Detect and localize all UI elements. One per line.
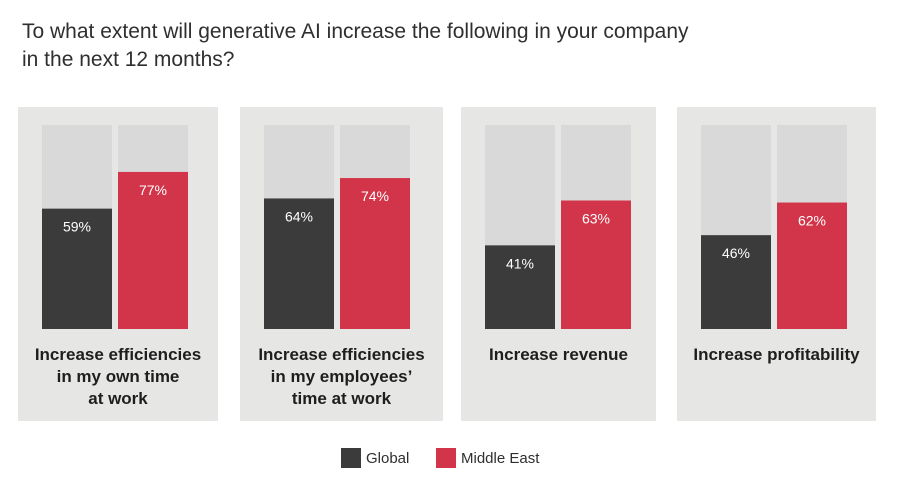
bar-global: [701, 235, 771, 329]
category-label: time at work: [292, 389, 392, 408]
category-label: Increase revenue: [489, 345, 628, 364]
legend-item-middle-east: Middle East: [436, 448, 539, 468]
legend-swatch-middle-east: [436, 448, 456, 468]
bar-middle-east: [561, 200, 631, 329]
data-label: 74%: [361, 188, 389, 204]
data-label: 64%: [285, 208, 313, 224]
bar-global: [42, 208, 112, 329]
data-label: 41%: [506, 255, 534, 271]
legend-item-global: Global: [341, 448, 409, 468]
category-label: Increase efficiencies: [35, 345, 201, 364]
data-label: 59%: [63, 219, 91, 235]
category-label: Increase profitability: [693, 345, 860, 364]
bar-middle-east: [777, 202, 847, 329]
bar-global: [264, 198, 334, 329]
legend-label-global: Global: [366, 449, 410, 467]
data-label: 62%: [798, 213, 826, 229]
legend-swatch-global: [341, 448, 361, 468]
category-label: in my employees’: [271, 367, 413, 386]
legend: Global Middle East: [0, 448, 900, 470]
data-label: 46%: [722, 245, 750, 261]
bar-global: [485, 245, 555, 329]
data-label: 77%: [139, 182, 167, 198]
data-label: 63%: [582, 210, 610, 226]
bar-middle-east: [118, 171, 188, 329]
chart-title: To what extent will generative AI increa…: [22, 20, 689, 71]
category-label: at work: [88, 389, 148, 408]
category-label: in my own time: [57, 367, 180, 386]
bar-middle-east: [340, 178, 410, 329]
category-label: Increase efficiencies: [258, 345, 424, 364]
legend-label-middle-east: Middle East: [461, 449, 540, 467]
